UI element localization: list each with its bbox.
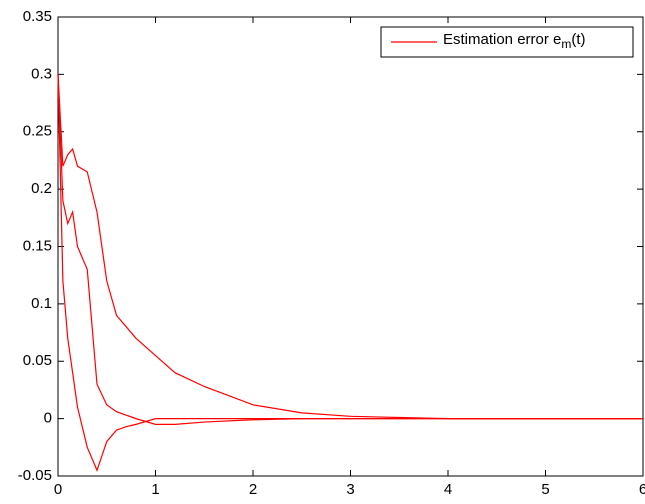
y-tick-label: 0.1 <box>31 295 52 312</box>
x-tick-label: 5 <box>541 481 549 498</box>
y-tick-label: 0.3 <box>31 65 52 82</box>
legend-label: Estimation error em(t) <box>443 31 586 51</box>
x-tick-label: 3 <box>346 481 354 498</box>
x-tick-label: 0 <box>54 481 62 498</box>
x-tick-label: 2 <box>249 481 257 498</box>
y-tick-label: 0 <box>44 410 52 427</box>
y-tick-label: -0.05 <box>18 467 52 484</box>
x-tick-label: 1 <box>151 481 159 498</box>
x-tick-label: 6 <box>639 481 645 498</box>
y-tick-label: 0.35 <box>23 8 52 25</box>
y-tick-label: 0.2 <box>31 180 52 197</box>
y-tick-label: 0.15 <box>23 237 52 254</box>
x-tick-label: 4 <box>444 481 452 498</box>
line-series <box>57 74 643 472</box>
line-series <box>57 74 643 420</box>
y-tick-label: 0.25 <box>23 123 52 140</box>
plot-area <box>57 16 644 477</box>
y-tick-label: 0.05 <box>23 352 52 369</box>
